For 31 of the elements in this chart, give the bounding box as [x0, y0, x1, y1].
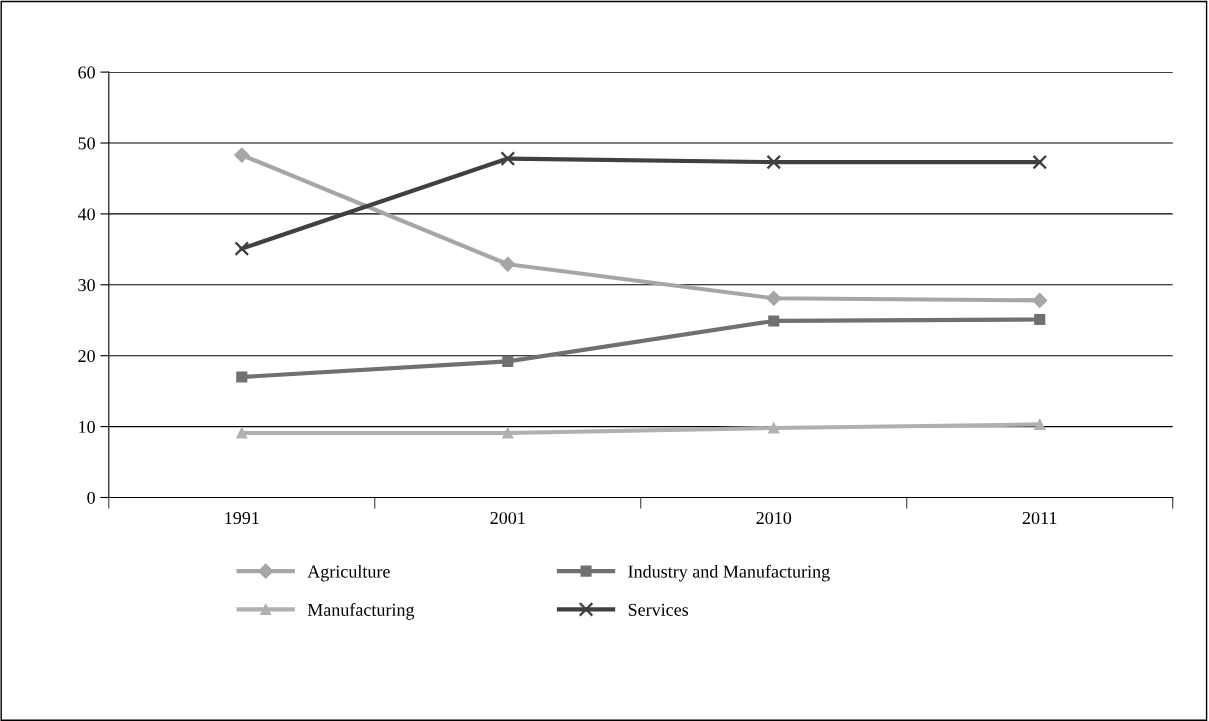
x-tick-label: 2011 [1022, 511, 1057, 525]
point [236, 371, 248, 383]
point [502, 427, 514, 439]
point [500, 256, 516, 272]
point [766, 290, 782, 306]
point [236, 427, 248, 439]
point [1034, 418, 1046, 431]
y-tick-label: 40 [77, 208, 95, 221]
point [768, 315, 780, 327]
y-tick-label: 50 [78, 137, 95, 150]
legend-label: Manufacturing [307, 603, 415, 620]
x-tick-label: 2010 [756, 511, 792, 525]
y-tick-label: 20 [78, 349, 95, 363]
point [500, 151, 516, 166]
y-tick-label: 30 [78, 279, 95, 292]
y-tick-label: 60 [78, 66, 95, 79]
point [1034, 313, 1046, 326]
legend-label: Agriculture [307, 564, 390, 582]
point [766, 154, 782, 170]
point [234, 241, 250, 256]
point [768, 422, 780, 434]
x-tick-label: 1991 [225, 511, 259, 525]
point [234, 147, 250, 163]
point [502, 355, 514, 367]
point [1032, 154, 1048, 170]
legend-label: Industry and Manufacturing [628, 564, 830, 582]
point [1032, 292, 1048, 308]
x-tick-label: 2001 [490, 511, 525, 525]
y-tick-label: 10 [79, 420, 95, 434]
legend-label: Services [628, 603, 689, 616]
y-tick-label: 0 [87, 491, 95, 504]
